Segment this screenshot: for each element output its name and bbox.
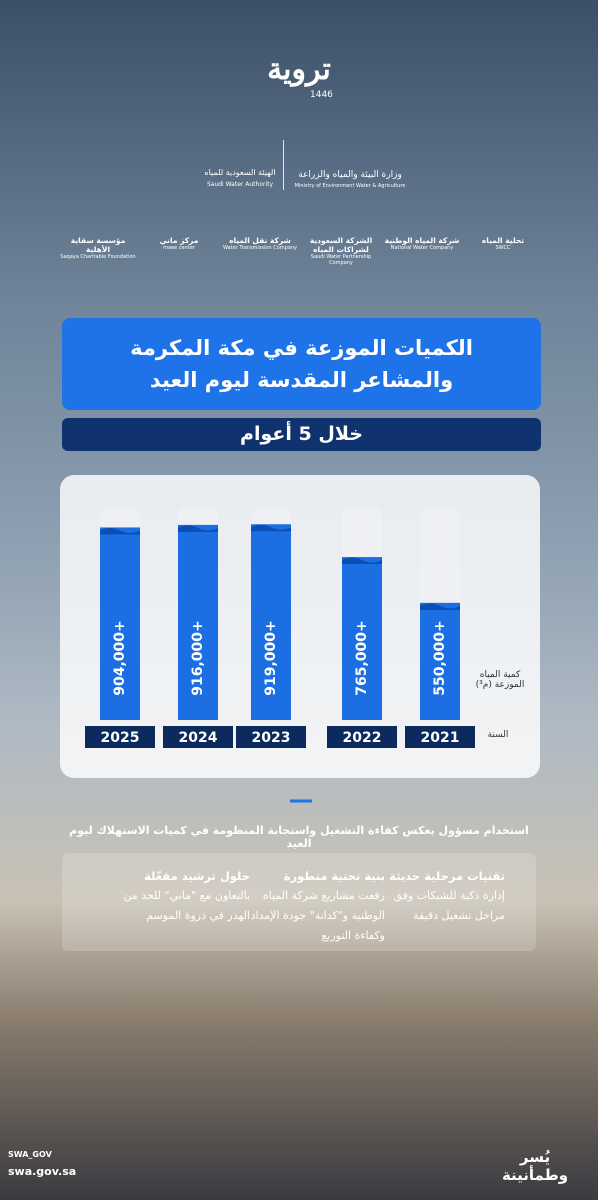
partner-en: Saudi Water Partnership Company (310, 254, 372, 266)
x-tick-label: 2024 (179, 730, 218, 746)
slogan: يُسر وطمأنينة (501, 1148, 569, 1184)
x-tick-label: 2021 (421, 730, 460, 746)
year-box (163, 726, 233, 748)
bar-wave (420, 603, 460, 610)
logo: تروية (267, 52, 331, 87)
x-tick-label: 2025 (101, 730, 140, 746)
partner: تحلية المياه SWCC (464, 236, 542, 251)
partner-ar: مركز ماني (159, 236, 199, 245)
highlight-title: حلول ترشيد مفعّلة (144, 869, 250, 883)
bar (100, 527, 140, 720)
chart-subtitle: خلال 5 أعوام (62, 418, 541, 451)
bar-wave (178, 525, 218, 532)
logo-year: 1446 (310, 90, 333, 100)
authority-en: Saudi Water Authority (206, 181, 274, 188)
x-tick-label: 2023 (252, 730, 291, 746)
partner-ar: مؤسسة سقاية الأهلية (70, 236, 126, 254)
statement: استخدام مسؤول يعكس كفاءة التشغيل واستجاب… (69, 824, 529, 850)
partner-ar: شركة نقل المياه (229, 236, 291, 245)
bar-wave (342, 557, 382, 565)
bar (420, 602, 460, 720)
divider (283, 140, 284, 190)
partner-ar: الشركة السعودية لشراكات المياه (309, 236, 373, 254)
partner-ar: شركة المياه الوطنية (384, 236, 460, 245)
highlight-title: تقنيات مرحلية حديثة (389, 869, 505, 883)
partner: مؤسسة سقاية الأهلية Saqaya Charitable Fou… (59, 236, 137, 260)
partner: مركز ماني maee center (140, 236, 218, 251)
social-handle: SWA_GOV (8, 1150, 52, 1159)
ministry-ar: وزارة البيئة والمياه والزراعة (298, 170, 402, 180)
chart-title: الكميات الموزعة في مكة المكرمة والمشاعر … (62, 318, 541, 410)
highlight: تقنيات مرحلية حديثة إدارة ذكية للشبكات وف… (365, 866, 505, 926)
partner-en: SWCC (495, 245, 511, 251)
value-label: 765,000+ (354, 620, 370, 696)
year-box (236, 726, 306, 748)
partner: شركة المياه الوطنية National Water Compan… (383, 236, 461, 251)
partner-en: Water Transmission Company (222, 245, 298, 251)
value-label: 550,000+ (432, 620, 448, 696)
bar (251, 524, 291, 720)
highlight-text: إدارة ذكية للشبكات وفق مراحل تشغيل دقيقة (393, 889, 505, 922)
partner-en: Saqaya Charitable Foundation (60, 254, 136, 260)
value-label: 919,000+ (263, 620, 279, 696)
highlight-text: بالتعاون مع "ماني" للحد من الهدر في ذروة… (123, 889, 250, 922)
highlights-panel (62, 853, 536, 951)
ministry-en: Ministry of Environment Water & Agricult… (294, 183, 406, 189)
value-label: 904,000+ (112, 620, 128, 696)
website: swa.gov.sa (8, 1165, 77, 1178)
bar (178, 524, 218, 720)
bar (342, 557, 382, 720)
highlight-text: رفعت مشاريع شركة المياه الوطنية و"كدانة"… (250, 889, 385, 942)
y-axis-label: كمية المياه الموزعة (م³) (475, 670, 525, 690)
partner-ar: تحلية المياه (481, 236, 525, 245)
value-label: 916,000+ (190, 620, 206, 696)
highlight: حلول ترشيد مفعّلة بالتعاون مع "ماني" للحد… (110, 866, 250, 926)
partner: الشركة السعودية لشراكات المياه Saudi Wate… (302, 236, 380, 266)
year-box (85, 726, 155, 748)
partner-row: تحلية المياه SWCC شركة المياه الوطنية Natio… (55, 236, 545, 266)
x-axis-label: السنة (487, 730, 509, 740)
partner: شركة نقل المياه Water Transmission Compan… (221, 236, 299, 251)
highlight: بنية تحتية متطورة رفعت مشاريع شركة المياه… (245, 866, 385, 946)
partner-en: maee center (163, 245, 195, 251)
authority-ar: الهيئة السعودية للمياه (204, 168, 276, 177)
x-tick-label: 2022 (343, 730, 382, 746)
partner-en: National Water Company (390, 245, 454, 251)
bar-wave (251, 524, 291, 532)
year-box (327, 726, 397, 748)
year-box (405, 726, 475, 748)
bar-wave (100, 527, 140, 535)
highlight-title: بنية تحتية متطورة (283, 869, 385, 883)
